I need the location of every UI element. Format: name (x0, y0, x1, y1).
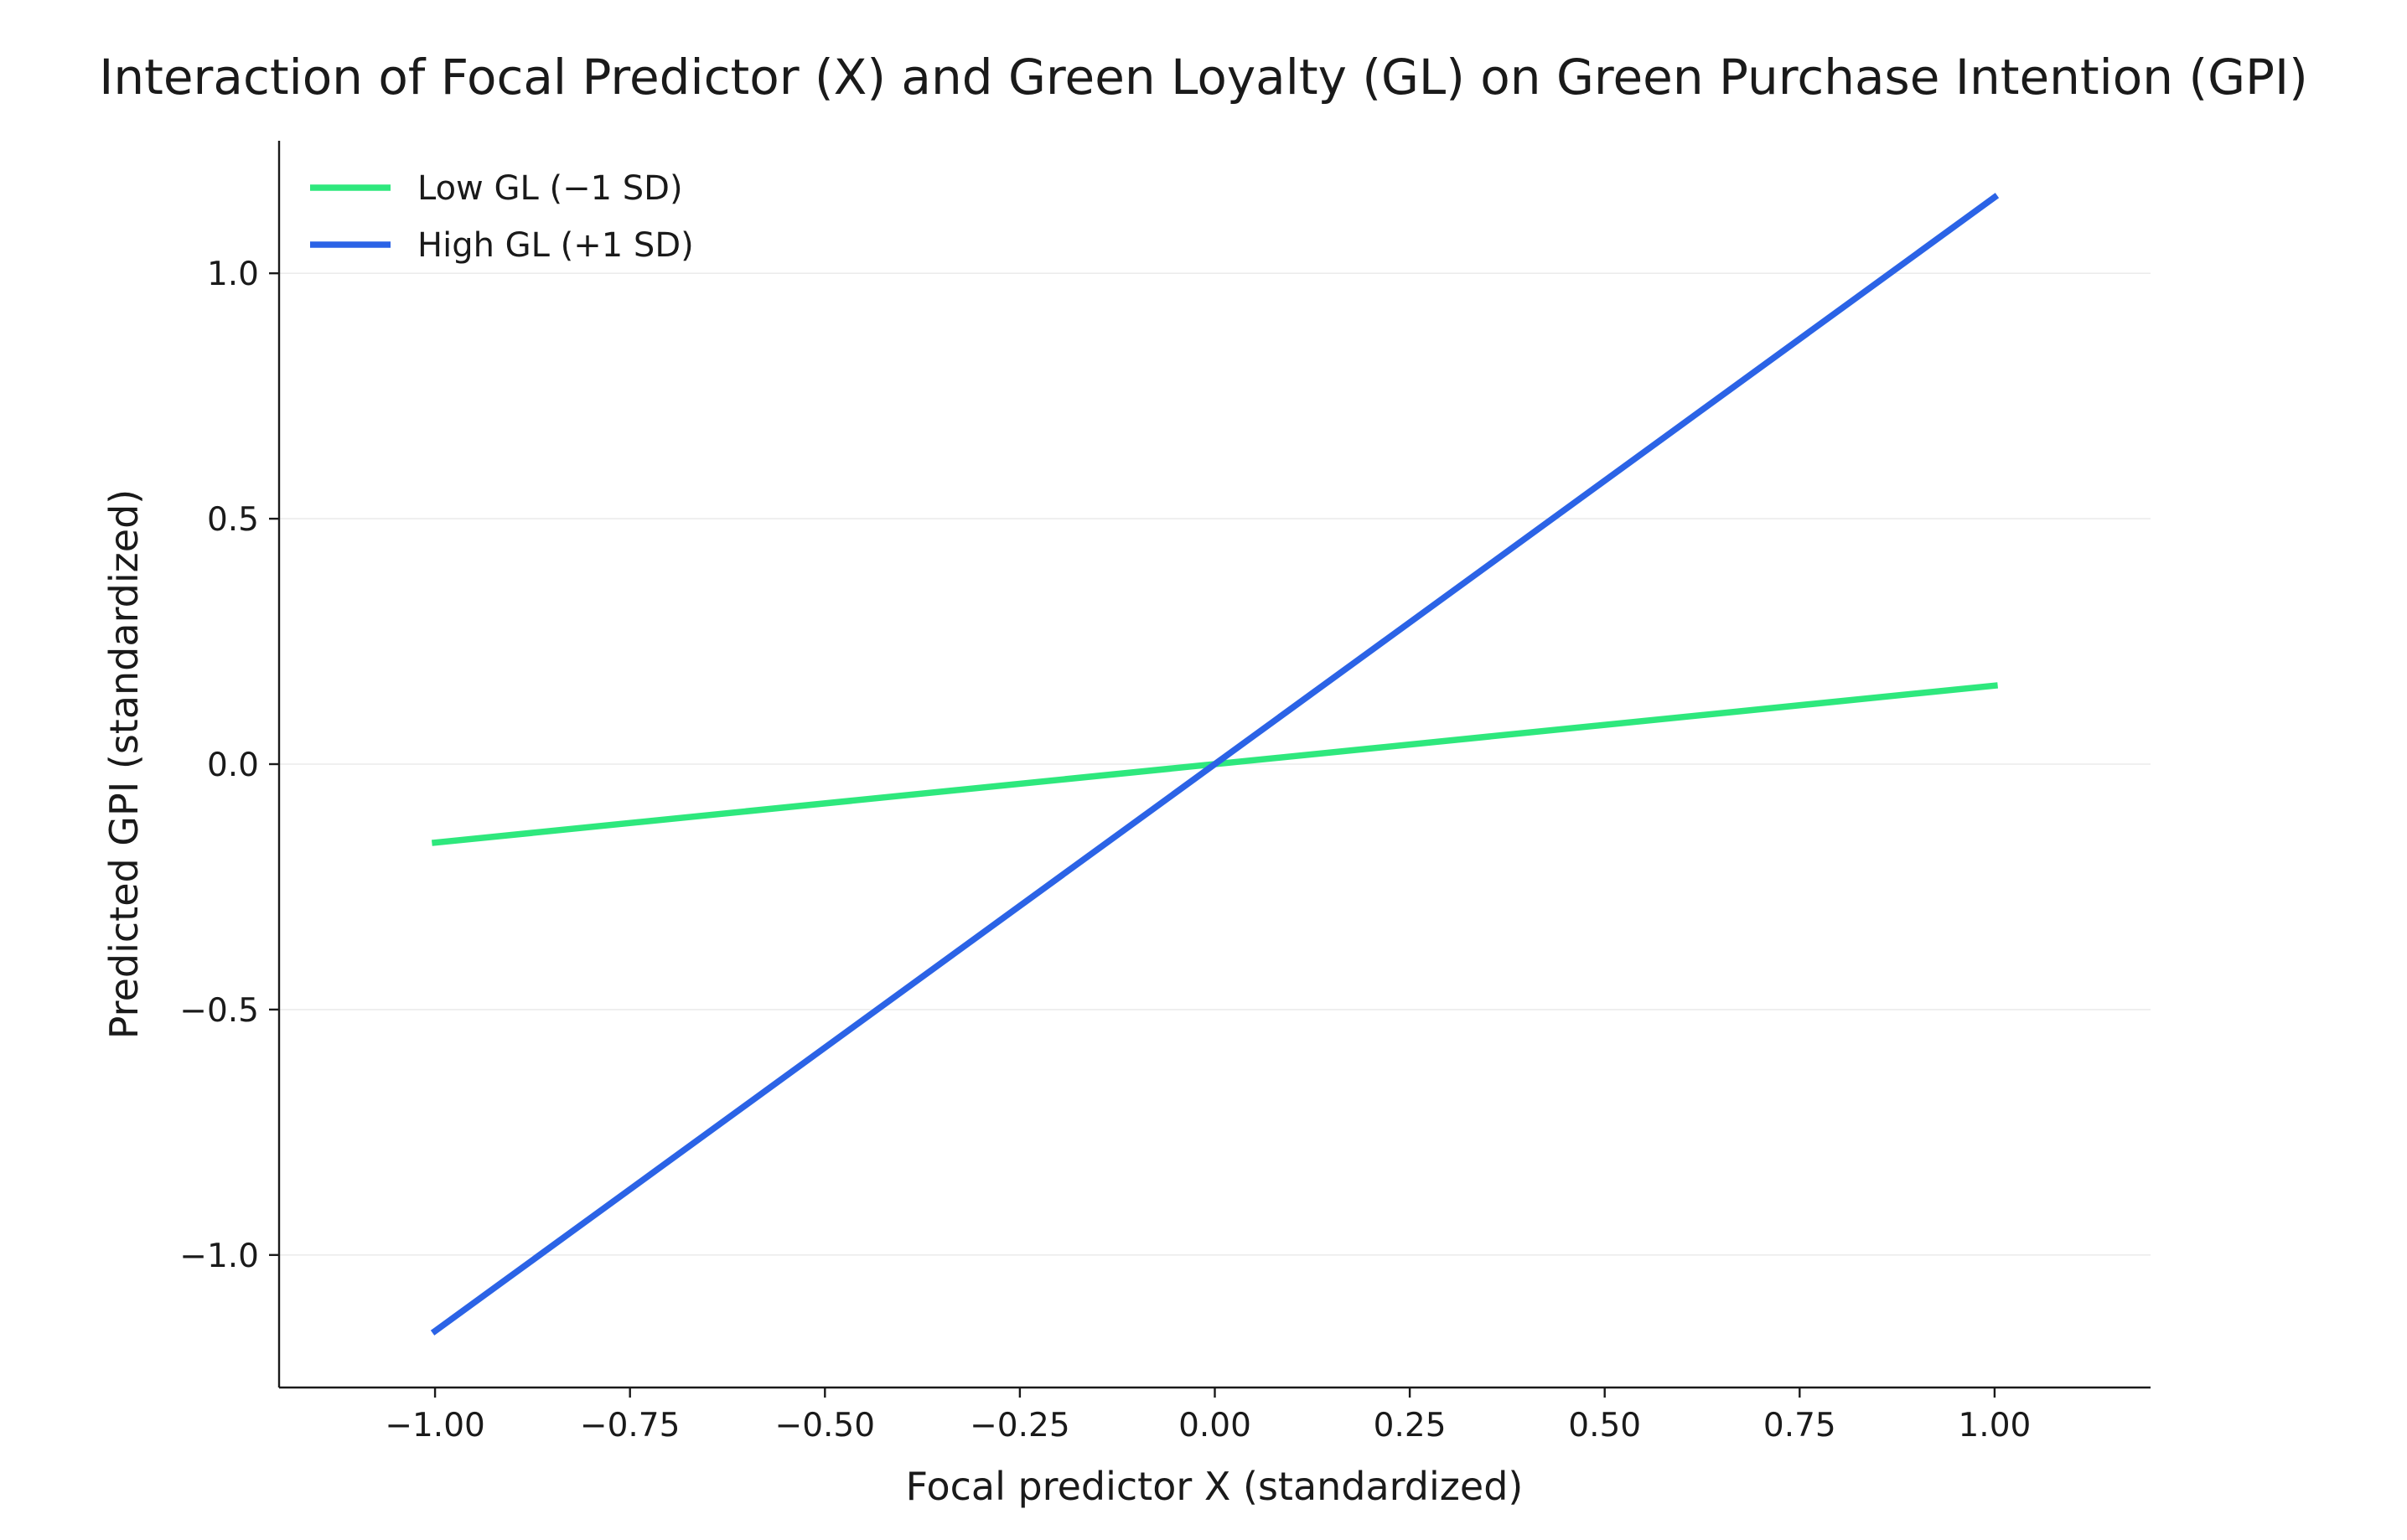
series-lines (430, 193, 2000, 1336)
y-tick-label: −1.0 (179, 1238, 259, 1275)
x-tick-label: −0.50 (775, 1407, 876, 1444)
y-tick-label: −0.5 (179, 992, 259, 1030)
series-line-1 (430, 193, 2000, 1336)
y-axis-label: Predicted GPI (standardized) (101, 489, 147, 1040)
y-tick-label: 0.0 (207, 747, 259, 784)
x-tick-label: 0.25 (1374, 1407, 1447, 1444)
x-tick-label: 0.00 (1178, 1407, 1251, 1444)
y-tick-label: 1.0 (207, 256, 259, 293)
x-tick-label: 0.50 (1568, 1407, 1641, 1444)
x-tick-label: −0.75 (580, 1407, 681, 1444)
x-tick-label: 0.75 (1763, 1407, 1836, 1444)
y-tick-label: 0.5 (207, 501, 259, 539)
chart-title: Interaction of Focal Predictor (X) and G… (99, 49, 2307, 106)
x-tick-label: −1.00 (385, 1407, 485, 1444)
legend-label-1: High GL (+1 SD) (417, 226, 694, 265)
y-ticks: −1.0 −0.5 0.0 0.5 1.0 (179, 256, 279, 1275)
legend-label-0: Low GL (−1 SD) (417, 169, 683, 208)
x-tick-label: 1.00 (1958, 1407, 2031, 1444)
x-ticks: −1.00 −0.75 −0.50 −0.25 0.00 0.25 0.50 0.75 1.00 (385, 1388, 2031, 1444)
legend: Low GL (−1 SD) High GL (+1 SD) (310, 169, 694, 265)
x-tick-label: −0.25 (970, 1407, 1070, 1444)
x-axis-label: Focal predictor X (standardized) (906, 1464, 1524, 1509)
